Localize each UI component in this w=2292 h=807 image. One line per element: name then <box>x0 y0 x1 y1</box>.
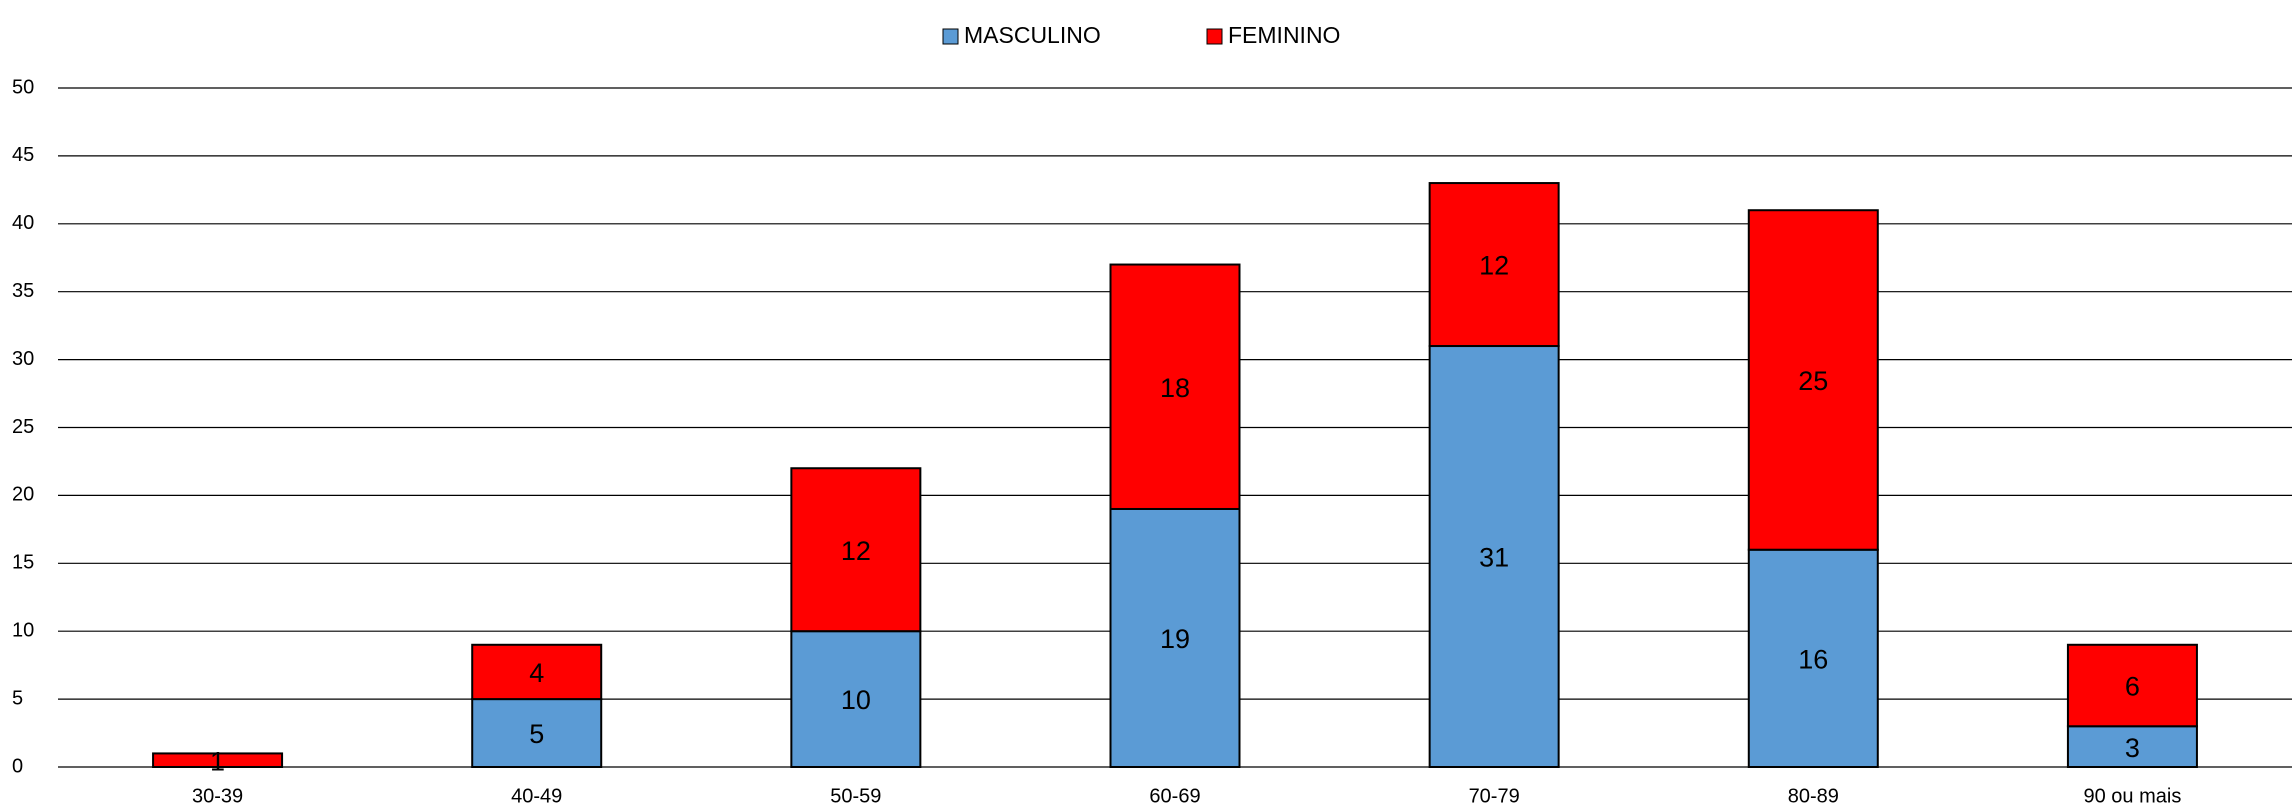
data-label: 4 <box>529 658 544 688</box>
bar-segment <box>471 643 603 701</box>
y-tick-label: 40 <box>12 212 34 234</box>
bar-segment <box>1428 345 1560 768</box>
data-label: 1 <box>210 746 225 776</box>
data-label: 16 <box>1798 644 1828 674</box>
data-label: 25 <box>1798 366 1828 396</box>
y-tick-label: 15 <box>12 552 34 574</box>
data-label: 3 <box>2125 733 2140 763</box>
y-tick-label: 5 <box>12 687 23 709</box>
y-tick-label: 50 <box>12 76 34 98</box>
x-tick-label: 30-39 <box>192 785 243 807</box>
bar-segment <box>471 698 603 768</box>
data-label: 6 <box>2125 672 2140 702</box>
x-tick-label: 90 ou mais <box>2084 785 2182 807</box>
data-label: 12 <box>841 536 871 566</box>
legend-swatch <box>942 28 959 45</box>
y-tick-label: 35 <box>12 280 34 302</box>
legend-label: FEMININO <box>1228 22 1340 48</box>
bar-segment <box>1109 263 1241 510</box>
y-tick-label: 10 <box>12 619 34 641</box>
y-tick-label: 30 <box>12 348 34 370</box>
data-label: 31 <box>1479 543 1509 573</box>
x-tick-label: 50-59 <box>830 785 881 807</box>
bar-segment <box>2066 643 2198 728</box>
data-label: 18 <box>1160 373 1190 403</box>
bar-segment <box>1747 548 1879 768</box>
x-tick-label: 70-79 <box>1469 785 1520 807</box>
x-tick-label: 80-89 <box>1788 785 1839 807</box>
bar-segment <box>790 630 922 769</box>
y-tick-label: 0 <box>12 755 23 777</box>
bar-segment <box>1747 209 1879 551</box>
y-tick-label: 20 <box>12 484 34 506</box>
x-tick-label: 60-69 <box>1149 785 1200 807</box>
y-tick-label: 45 <box>12 144 34 166</box>
data-label: 5 <box>529 719 544 749</box>
bar-segment <box>152 752 284 768</box>
legend-swatch <box>1206 28 1223 45</box>
y-tick-label: 25 <box>12 416 34 438</box>
bar-segment <box>1428 182 1560 348</box>
bar-segment <box>790 467 922 633</box>
data-label: 12 <box>1479 251 1509 281</box>
bar-segment <box>1109 507 1241 768</box>
data-label: 10 <box>841 685 871 715</box>
x-tick-label: 40-49 <box>511 785 562 807</box>
data-label: 19 <box>1160 624 1190 654</box>
legend-label: MASCULINO <box>964 22 1101 48</box>
